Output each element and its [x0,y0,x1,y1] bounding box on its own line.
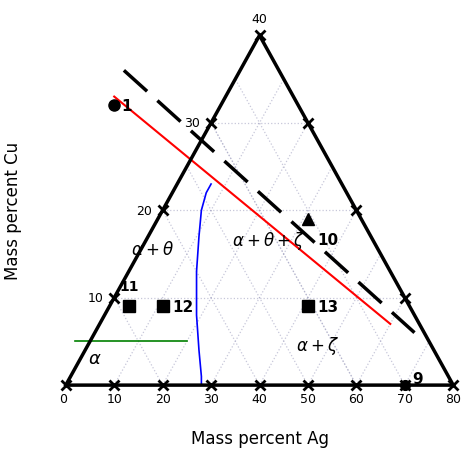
Text: 50: 50 [300,392,316,405]
Text: 20: 20 [136,204,152,217]
Text: 30: 30 [203,392,219,405]
Text: 30: 30 [184,117,201,130]
Text: 1: 1 [121,99,132,114]
Text: 13: 13 [318,299,339,314]
Text: 20: 20 [155,392,171,405]
Text: 60: 60 [348,392,365,405]
Text: 9: 9 [412,371,423,386]
Text: 70: 70 [397,392,413,405]
Text: 12: 12 [173,299,193,314]
Text: 10: 10 [88,291,103,304]
Text: Mass percent Ag: Mass percent Ag [191,429,328,447]
Text: 11: 11 [119,280,138,294]
Text: $\alpha+\zeta$: $\alpha+\zeta$ [296,334,339,356]
Text: 10: 10 [106,392,122,405]
Text: 40: 40 [252,392,267,405]
Text: 80: 80 [445,392,461,405]
Text: Mass percent Cu: Mass percent Cu [3,142,21,280]
Text: $\alpha+\theta$: $\alpha+\theta$ [131,240,174,258]
Text: $\alpha$: $\alpha$ [88,350,101,368]
Text: 0: 0 [59,392,67,405]
Text: 40: 40 [252,13,267,26]
Text: 10: 10 [318,233,339,248]
Text: $\alpha+\theta+\zeta$: $\alpha+\theta+\zeta$ [232,230,306,252]
